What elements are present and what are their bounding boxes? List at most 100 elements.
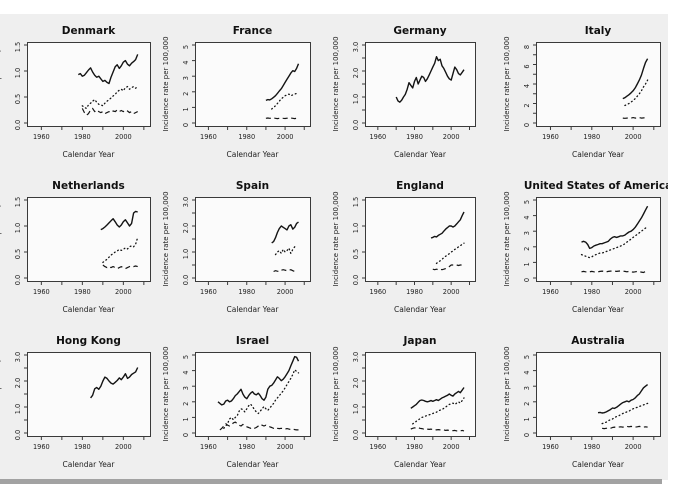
series-dotted-line [412, 397, 465, 425]
y-tick-label: 0.0 [14, 120, 22, 131]
y-axis-label: Incidence rate per 100,000 [162, 191, 170, 286]
y-tick-label: 4 [182, 60, 190, 64]
x-tick-label: 1960 [200, 133, 217, 141]
panel-france: France Incidence rate per 100,000 Calendar… [155, 14, 325, 169]
y-tick-label: 0.5 [14, 94, 22, 105]
y-tick-label: 1.5 [14, 197, 22, 208]
plot-area [536, 352, 661, 437]
x-tick-label: 1960 [369, 443, 386, 451]
panel-israel: Israel Incidence rate per 100,000 Calendar… [155, 324, 325, 479]
x-tick-label: 2000 [115, 443, 132, 451]
plot-area [195, 352, 311, 437]
series-dashed-line [432, 264, 464, 271]
series-dotted-line [580, 225, 649, 259]
y-axis-label: Incidence rate per 100,000 [0, 36, 2, 131]
x-tick-label: 2000 [443, 288, 460, 296]
panel-title: United States of America [524, 180, 668, 192]
series-dotted-line [81, 85, 139, 110]
x-tick-label: 2000 [443, 443, 460, 451]
series-solid-line [77, 54, 139, 85]
y-axis-label: Incidence rate per 100,000 [162, 346, 170, 441]
panel-spain: Spain Incidence rate per 100,000 Calendar … [155, 169, 325, 324]
x-axis-label: Calendar Year [63, 150, 116, 159]
plot-area [195, 42, 311, 127]
panel-title: Spain [236, 180, 269, 192]
panel-svg-israel: Israel Incidence rate per 100,000 Calendar… [162, 335, 311, 469]
x-tick-label: 1980 [406, 288, 423, 296]
panel-australia: Australia Incidence rate per 100,000 Calen… [490, 324, 668, 479]
panel-denmark: Denmark Incidence rate per 100,000 Calenda… [0, 14, 155, 169]
series-solid-line [395, 56, 465, 103]
y-tick-label: 4 [182, 370, 190, 374]
panel-netherlands: Netherlands Incidence rate per 100,000 Cal… [0, 169, 155, 324]
y-tick-label: 4 [523, 370, 531, 374]
series-solid-line [581, 205, 649, 250]
x-tick-label: 1980 [74, 443, 91, 451]
panel-svg-france: France Incidence rate per 100,000 Calendar… [162, 25, 311, 159]
series-solid-line [597, 384, 649, 414]
y-tick-label: 2.0 [14, 378, 22, 389]
plot-area [27, 197, 151, 282]
y-tick-label: 1.5 [352, 197, 360, 208]
x-axis-label: Calendar Year [394, 150, 447, 159]
panel-svg-hong-kong: Hong Kong Incidence rate per 100,000 Calen… [0, 335, 151, 469]
x-tick-label: 1980 [238, 288, 255, 296]
x-tick-label: 1980 [406, 443, 423, 451]
series-dashed-line [410, 427, 465, 432]
y-tick-label: 1 [523, 417, 531, 421]
x-tick-label: 2000 [625, 443, 642, 451]
series-solid-line [265, 63, 300, 102]
panel-title: Germany [393, 25, 446, 37]
y-tick-label: 1.0 [182, 249, 190, 260]
series-dashed-line [219, 421, 299, 431]
x-tick-label: 2000 [115, 133, 132, 141]
plot-area [536, 42, 661, 127]
x-axis-label: Calendar Year [394, 460, 447, 469]
y-axis-label: Incidence rate per 100,000 [162, 36, 170, 131]
y-tick-label: 2 [523, 402, 531, 406]
y-tick-label: 4 [523, 84, 531, 88]
x-tick-label: 1980 [238, 443, 255, 451]
y-axis-label: Incidence rate per 100,000 [503, 346, 511, 441]
y-tick-label: 8 [523, 45, 531, 49]
series-dashed-line [622, 116, 648, 119]
y-tick-label: 3 [182, 386, 190, 390]
series-dashed-line [581, 270, 648, 274]
x-axis-label: Calendar Year [572, 460, 625, 469]
series-solid-line [217, 355, 300, 406]
y-tick-label: 3 [182, 76, 190, 80]
x-tick-label: 2000 [443, 133, 460, 141]
panel-title: Hong Kong [56, 335, 121, 347]
y-tick-label: 1.0 [352, 94, 360, 105]
y-tick-label: 1 [523, 262, 531, 266]
bottom-bar [0, 479, 662, 484]
x-axis-label: Calendar Year [63, 305, 116, 314]
y-tick-label: 0.5 [352, 249, 360, 260]
series-dashed-line [265, 117, 299, 120]
x-tick-label: 1980 [583, 288, 600, 296]
figure: Denmark Incidence rate per 100,000 Calenda… [0, 14, 668, 480]
y-tick-label: 1.5 [14, 42, 22, 53]
x-tick-label: 2000 [625, 133, 642, 141]
panel-svg-japan: Japan Incidence rate per 100,000 Calendar … [332, 335, 476, 469]
x-tick-label: 1960 [33, 288, 50, 296]
x-tick-label: 2000 [277, 133, 294, 141]
y-tick-label: 2 [523, 247, 531, 251]
y-tick-label: 0 [182, 123, 190, 127]
panel-svg-spain: Spain Incidence rate per 100,000 Calendar … [162, 180, 311, 314]
plot-area [195, 197, 311, 282]
x-tick-label: 1960 [200, 443, 217, 451]
x-tick-label: 1960 [369, 288, 386, 296]
y-tick-label: 0.5 [14, 249, 22, 260]
y-tick-label: 0.0 [182, 275, 190, 286]
x-tick-label: 1960 [542, 133, 559, 141]
y-tick-label: 0 [523, 433, 531, 437]
y-axis-label: Incidence rate per 100,000 [0, 346, 2, 441]
panel-svg-united-states-of-america: United States of America Incidence rate p… [503, 180, 668, 314]
panel-svg-netherlands: Netherlands Incidence rate per 100,000 Cal… [0, 180, 151, 314]
y-axis-label: Incidence rate per 100,000 [503, 191, 511, 286]
x-tick-label: 1960 [33, 133, 50, 141]
x-tick-label: 1980 [74, 288, 91, 296]
series-solid-line [271, 221, 299, 244]
y-tick-label: 2 [182, 92, 190, 96]
